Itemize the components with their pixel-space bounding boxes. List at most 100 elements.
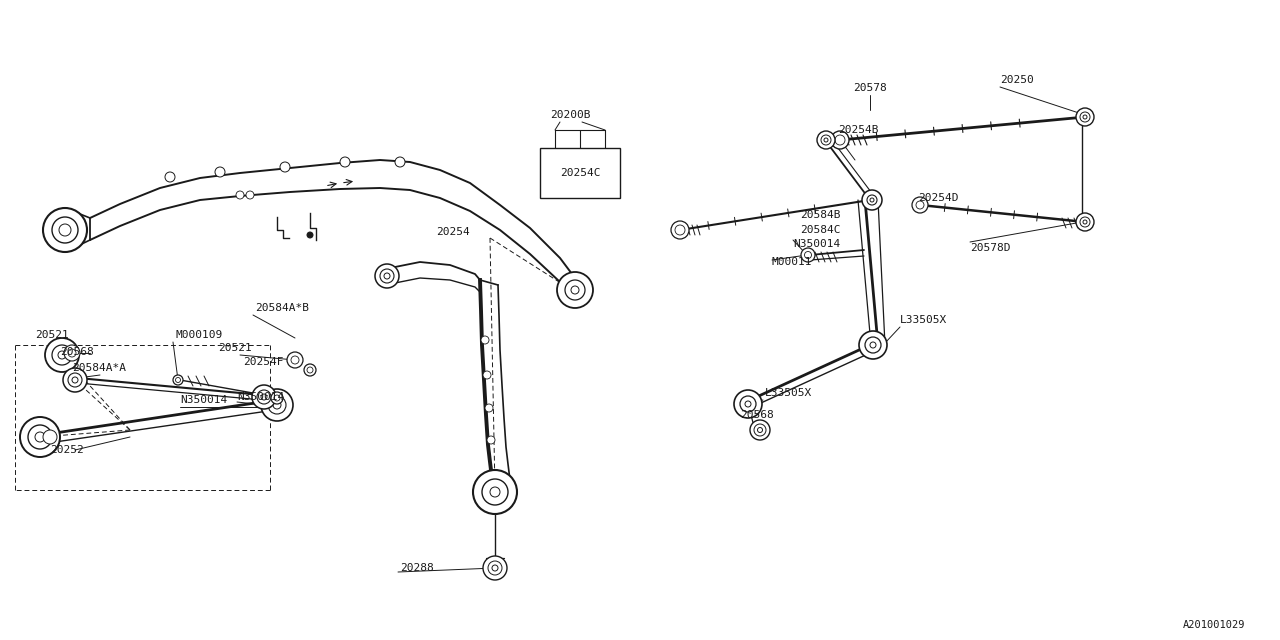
Circle shape bbox=[817, 131, 835, 149]
Circle shape bbox=[271, 392, 283, 404]
Circle shape bbox=[165, 172, 175, 182]
Circle shape bbox=[68, 373, 82, 387]
Circle shape bbox=[481, 336, 489, 344]
Circle shape bbox=[745, 401, 751, 407]
Circle shape bbox=[375, 264, 399, 288]
Circle shape bbox=[571, 286, 579, 294]
Circle shape bbox=[28, 425, 52, 449]
Circle shape bbox=[861, 190, 882, 210]
Circle shape bbox=[307, 367, 314, 373]
Text: 20584A*B: 20584A*B bbox=[255, 303, 308, 313]
Circle shape bbox=[257, 390, 271, 404]
Circle shape bbox=[490, 487, 500, 497]
Circle shape bbox=[474, 470, 517, 514]
Circle shape bbox=[1080, 112, 1091, 122]
Text: M000109: M000109 bbox=[175, 330, 223, 340]
Circle shape bbox=[758, 428, 763, 433]
Circle shape bbox=[384, 273, 390, 279]
Text: 20521: 20521 bbox=[218, 343, 252, 353]
Circle shape bbox=[486, 436, 495, 444]
Circle shape bbox=[557, 272, 593, 308]
Circle shape bbox=[870, 198, 874, 202]
Text: 20250: 20250 bbox=[1000, 75, 1034, 85]
Text: M00011: M00011 bbox=[772, 257, 813, 267]
Circle shape bbox=[261, 389, 293, 421]
Text: L33505X: L33505X bbox=[900, 315, 947, 325]
Circle shape bbox=[307, 232, 314, 238]
Circle shape bbox=[488, 561, 502, 575]
Text: 20254B: 20254B bbox=[838, 125, 878, 135]
Circle shape bbox=[44, 430, 58, 444]
Circle shape bbox=[396, 157, 404, 167]
Circle shape bbox=[340, 157, 349, 167]
Circle shape bbox=[1076, 108, 1094, 126]
Text: 20578: 20578 bbox=[854, 83, 887, 93]
Circle shape bbox=[1080, 217, 1091, 227]
Text: 20254F: 20254F bbox=[243, 357, 283, 367]
Circle shape bbox=[801, 248, 815, 262]
Circle shape bbox=[215, 167, 225, 177]
Circle shape bbox=[261, 394, 268, 400]
Circle shape bbox=[870, 342, 876, 348]
Circle shape bbox=[564, 280, 585, 300]
Circle shape bbox=[68, 349, 76, 357]
Text: 20254C: 20254C bbox=[559, 168, 600, 178]
Circle shape bbox=[52, 217, 78, 243]
Circle shape bbox=[483, 479, 508, 505]
Text: 20578D: 20578D bbox=[970, 243, 1010, 253]
Circle shape bbox=[1083, 115, 1087, 119]
Circle shape bbox=[58, 351, 67, 359]
Circle shape bbox=[805, 252, 812, 259]
FancyBboxPatch shape bbox=[540, 148, 620, 198]
Circle shape bbox=[1076, 213, 1094, 231]
Circle shape bbox=[273, 401, 282, 409]
Circle shape bbox=[867, 195, 877, 205]
Circle shape bbox=[59, 224, 70, 236]
Circle shape bbox=[280, 162, 291, 172]
Text: 20254: 20254 bbox=[436, 227, 470, 237]
Text: N350014: N350014 bbox=[237, 392, 284, 402]
Text: N350014: N350014 bbox=[180, 395, 228, 405]
Circle shape bbox=[671, 221, 689, 239]
Text: 20584A*A: 20584A*A bbox=[72, 363, 125, 373]
Circle shape bbox=[859, 331, 887, 359]
Circle shape bbox=[236, 191, 244, 199]
Text: 20521: 20521 bbox=[35, 330, 69, 340]
Circle shape bbox=[44, 208, 87, 252]
Text: 20254D: 20254D bbox=[918, 193, 959, 203]
Circle shape bbox=[1083, 220, 1087, 224]
Circle shape bbox=[750, 420, 771, 440]
Circle shape bbox=[733, 390, 762, 418]
Circle shape bbox=[485, 404, 493, 412]
Circle shape bbox=[824, 138, 828, 142]
Text: 20568: 20568 bbox=[60, 347, 93, 357]
Text: 20252: 20252 bbox=[50, 445, 83, 455]
Circle shape bbox=[64, 345, 79, 361]
Text: N350014: N350014 bbox=[794, 239, 840, 249]
Text: 20584C: 20584C bbox=[800, 225, 841, 235]
Circle shape bbox=[754, 424, 765, 436]
Circle shape bbox=[831, 131, 849, 149]
Circle shape bbox=[916, 201, 924, 209]
Circle shape bbox=[20, 417, 60, 457]
Circle shape bbox=[252, 385, 276, 409]
Text: A201001029: A201001029 bbox=[1183, 620, 1245, 630]
Circle shape bbox=[740, 396, 756, 412]
Circle shape bbox=[72, 377, 78, 383]
Circle shape bbox=[268, 396, 285, 414]
Circle shape bbox=[865, 337, 881, 353]
Circle shape bbox=[52, 345, 72, 365]
Text: L33505X: L33505X bbox=[765, 388, 813, 398]
Circle shape bbox=[820, 135, 831, 145]
Circle shape bbox=[63, 368, 87, 392]
Circle shape bbox=[911, 197, 928, 213]
Text: 20288: 20288 bbox=[399, 563, 434, 573]
Circle shape bbox=[291, 356, 300, 364]
Circle shape bbox=[45, 338, 79, 372]
Circle shape bbox=[274, 395, 280, 401]
Circle shape bbox=[35, 432, 45, 442]
Circle shape bbox=[287, 352, 303, 368]
Circle shape bbox=[675, 225, 685, 235]
Circle shape bbox=[835, 135, 845, 145]
Text: 20584B: 20584B bbox=[800, 210, 841, 220]
